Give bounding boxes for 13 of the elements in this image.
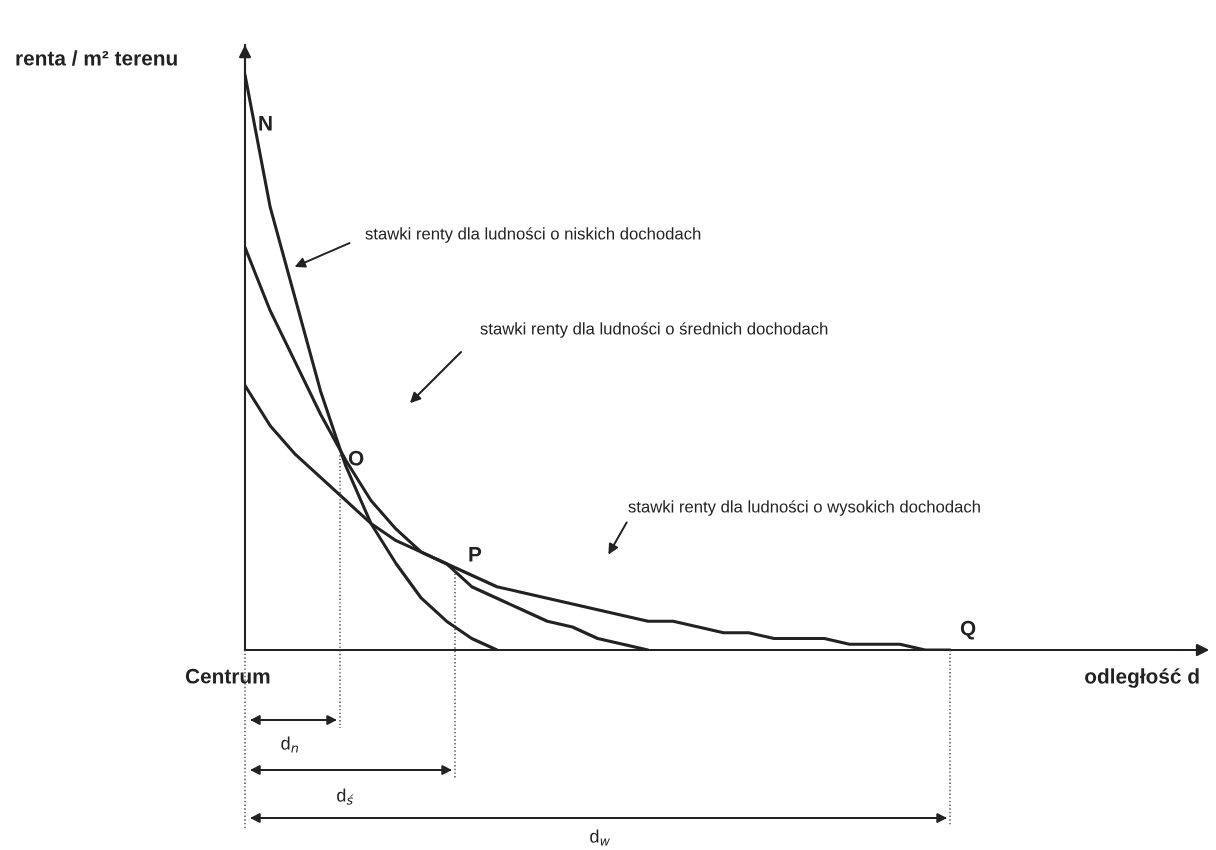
annotation: stawki renty dla ludności o średnich dochodach <box>480 322 828 338</box>
text: d$_{w}$ <box>590 829 610 846</box>
annotation: Q <box>960 620 976 640</box>
annotation: N <box>259 116 272 131</box>
text: d$_{n}$ <box>281 736 298 753</box>
y-axis-title: renta / m² terenu <box>16 50 177 66</box>
annotation: stawki renty dla ludności o wysokich dochodach <box>628 500 980 516</box>
annotation: stawki renty dla ludności o niskich dochodach <box>365 227 701 243</box>
annotation: O <box>348 450 364 466</box>
text: d$_{ś}$ <box>337 788 354 805</box>
text: Centrum <box>185 668 270 684</box>
text: odległość d <box>1085 668 1199 688</box>
annotation: P <box>469 547 482 562</box>
